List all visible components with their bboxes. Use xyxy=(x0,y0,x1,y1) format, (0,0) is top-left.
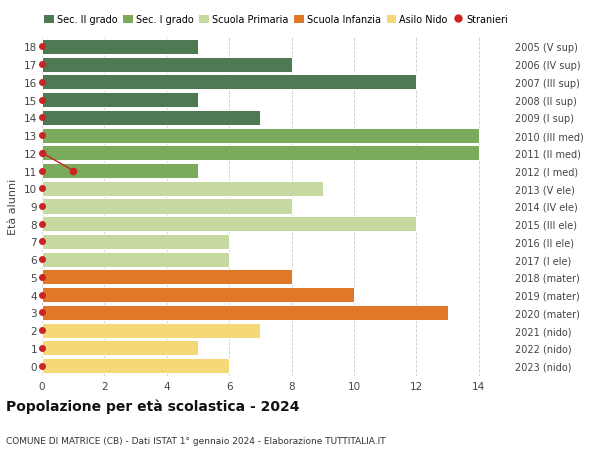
Point xyxy=(68,168,78,175)
Bar xyxy=(42,40,198,55)
Bar xyxy=(42,217,416,232)
Point xyxy=(37,114,47,122)
Y-axis label: Anni di nascita: Anni di nascita xyxy=(598,165,600,248)
Point xyxy=(37,79,47,86)
Point xyxy=(37,168,47,175)
Text: Popolazione per età scolastica - 2024: Popolazione per età scolastica - 2024 xyxy=(6,398,299,413)
Bar xyxy=(42,252,229,267)
Bar xyxy=(42,235,229,249)
Point xyxy=(37,150,47,157)
Text: COMUNE DI MATRICE (CB) - Dati ISTAT 1° gennaio 2024 - Elaborazione TUTTITALIA.IT: COMUNE DI MATRICE (CB) - Dati ISTAT 1° g… xyxy=(6,436,386,445)
Bar xyxy=(42,57,292,73)
Bar xyxy=(42,164,198,179)
Point xyxy=(37,221,47,228)
Point xyxy=(37,97,47,104)
Bar xyxy=(42,128,479,143)
Point xyxy=(37,238,47,246)
Point xyxy=(37,274,47,281)
Bar xyxy=(42,358,229,373)
Bar xyxy=(42,323,260,338)
Legend: Sec. II grado, Sec. I grado, Scuola Primaria, Scuola Infanzia, Asilo Nido, Stran: Sec. II grado, Sec. I grado, Scuola Prim… xyxy=(44,15,508,25)
Point xyxy=(37,327,47,334)
Point xyxy=(37,309,47,316)
Point xyxy=(37,185,47,192)
Point xyxy=(37,344,47,352)
Point xyxy=(37,203,47,210)
Point xyxy=(37,62,47,69)
Bar xyxy=(42,199,292,214)
Point xyxy=(37,256,47,263)
Point xyxy=(37,362,47,369)
Point xyxy=(37,291,47,299)
Point xyxy=(37,150,47,157)
Bar xyxy=(42,270,292,285)
Bar xyxy=(42,305,448,320)
Point xyxy=(37,132,47,140)
Bar xyxy=(42,287,354,302)
Y-axis label: Età alunni: Età alunni xyxy=(8,179,19,235)
Bar xyxy=(42,111,260,126)
Bar xyxy=(42,181,323,196)
Bar xyxy=(42,341,198,356)
Bar xyxy=(42,146,479,161)
Point xyxy=(37,44,47,51)
Bar xyxy=(42,75,416,90)
Bar xyxy=(42,93,198,108)
